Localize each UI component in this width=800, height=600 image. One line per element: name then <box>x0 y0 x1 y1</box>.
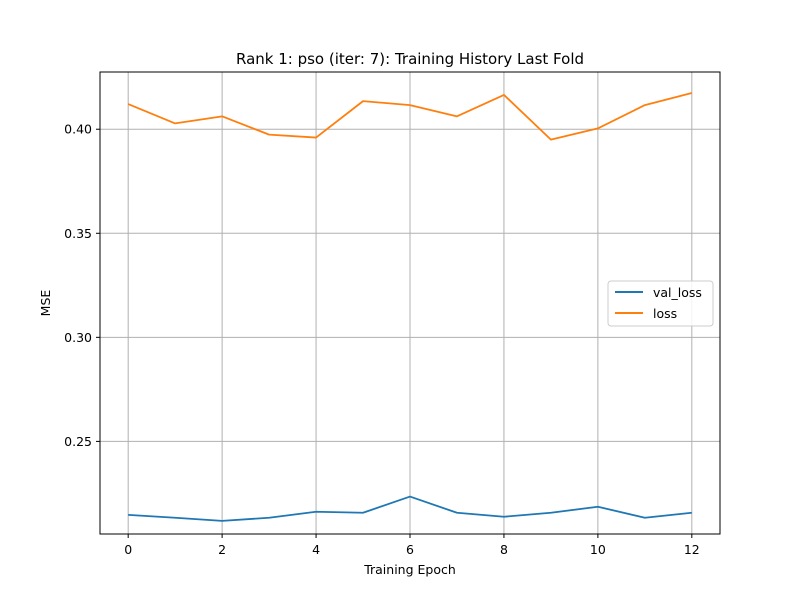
series-lines <box>127 92 693 522</box>
y-tick-label: 0.25 <box>64 434 92 449</box>
y-axis-label: MSE <box>38 290 53 317</box>
y-tick-label: 0.30 <box>64 330 92 345</box>
chart-title: Rank 1: pso (iter: 7): Training History … <box>236 50 584 68</box>
series-line-val-loss <box>128 495 692 522</box>
x-tick-label: 10 <box>590 542 606 557</box>
x-tick-label: 2 <box>218 542 226 557</box>
legend: val_loss loss <box>607 280 714 327</box>
y-axis-ticks: 0.25 0.30 0.35 0.40 <box>64 122 100 449</box>
legend-label-loss: loss <box>653 306 677 321</box>
y-tick-label: 0.35 <box>64 226 92 241</box>
x-tick-label: 12 <box>684 542 700 557</box>
x-tick-label: 8 <box>500 542 508 557</box>
series-line-loss <box>127 92 693 141</box>
y-tick-label: 0.40 <box>64 122 92 137</box>
x-tick-label: 0 <box>124 542 132 557</box>
x-tick-label: 4 <box>312 542 320 557</box>
x-axis-ticks: 0 2 4 6 8 10 12 <box>124 534 700 557</box>
grid <box>100 72 720 534</box>
x-tick-label: 6 <box>406 542 414 557</box>
legend-label-val-loss: val_loss <box>653 285 702 300</box>
x-axis-label: Training Epoch <box>363 562 456 577</box>
